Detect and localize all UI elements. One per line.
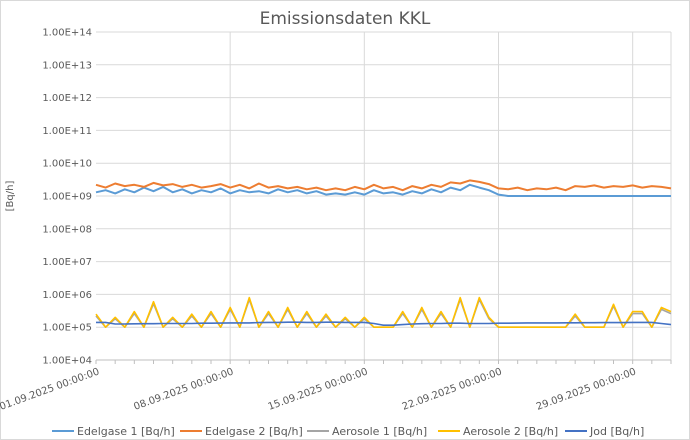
- y-tick-label: 1.00E+10: [42, 159, 92, 170]
- y-axis-label: [Bq/h]: [5, 181, 16, 212]
- y-tick-label: 1.00E+05: [42, 323, 92, 334]
- series-line-jod: [96, 321, 672, 327]
- legend-item: Jod [Bq/h]: [565, 425, 644, 438]
- legend-label: Jod [Bq/h]: [589, 425, 644, 438]
- legend-item: Aerosole 2 [Bq/h]: [438, 425, 558, 438]
- y-tick-label: 1.00E+06: [42, 290, 92, 301]
- y-tick-label: 1.00E+09: [42, 192, 92, 203]
- legend-item: Aerosole 1 [Bq/h]: [307, 425, 427, 438]
- legend-label: Edelgase 1 [Bq/h]: [77, 425, 175, 438]
- legend: Edelgase 1 [Bq/h] Edelgase 2 [Bq/h] Aeroso…: [52, 425, 644, 438]
- series-line-edelgase-2: [95, 179, 672, 192]
- series-lines: [95, 179, 672, 329]
- chart-title: Emissionsdaten KKL: [260, 9, 431, 29]
- y-tick-label: 1.00E+11: [42, 126, 92, 137]
- y-tick-label: 1.00E+14: [42, 28, 92, 39]
- y-tick-label: 1.00E+12: [42, 93, 92, 104]
- legend-label: Edelgase 2 [Bq/h]: [205, 425, 303, 438]
- series-line-aerosole-2: [95, 296, 672, 329]
- legend-label: Aerosole 1 [Bq/h]: [332, 425, 427, 438]
- legend-item: Edelgase 2 [Bq/h]: [180, 425, 303, 438]
- y-tick-label: 1.00E+13: [42, 60, 92, 71]
- legend-label: Aerosole 2 [Bq/h]: [463, 425, 558, 438]
- y-tick-label: 1.00E+08: [42, 224, 92, 235]
- y-tick-label: 1.00E+04: [42, 356, 92, 367]
- gridlines: [96, 31, 672, 361]
- y-tick-label: 1.00E+07: [42, 257, 92, 268]
- y-axis-ticks: 1.00E+04 1.00E+05 1.00E+06 1.00E+07 1.00E+08…: [42, 28, 92, 367]
- legend-item: Edelgase 1 [Bq/h]: [52, 425, 175, 438]
- series-line-edelgase-1: [95, 183, 671, 197]
